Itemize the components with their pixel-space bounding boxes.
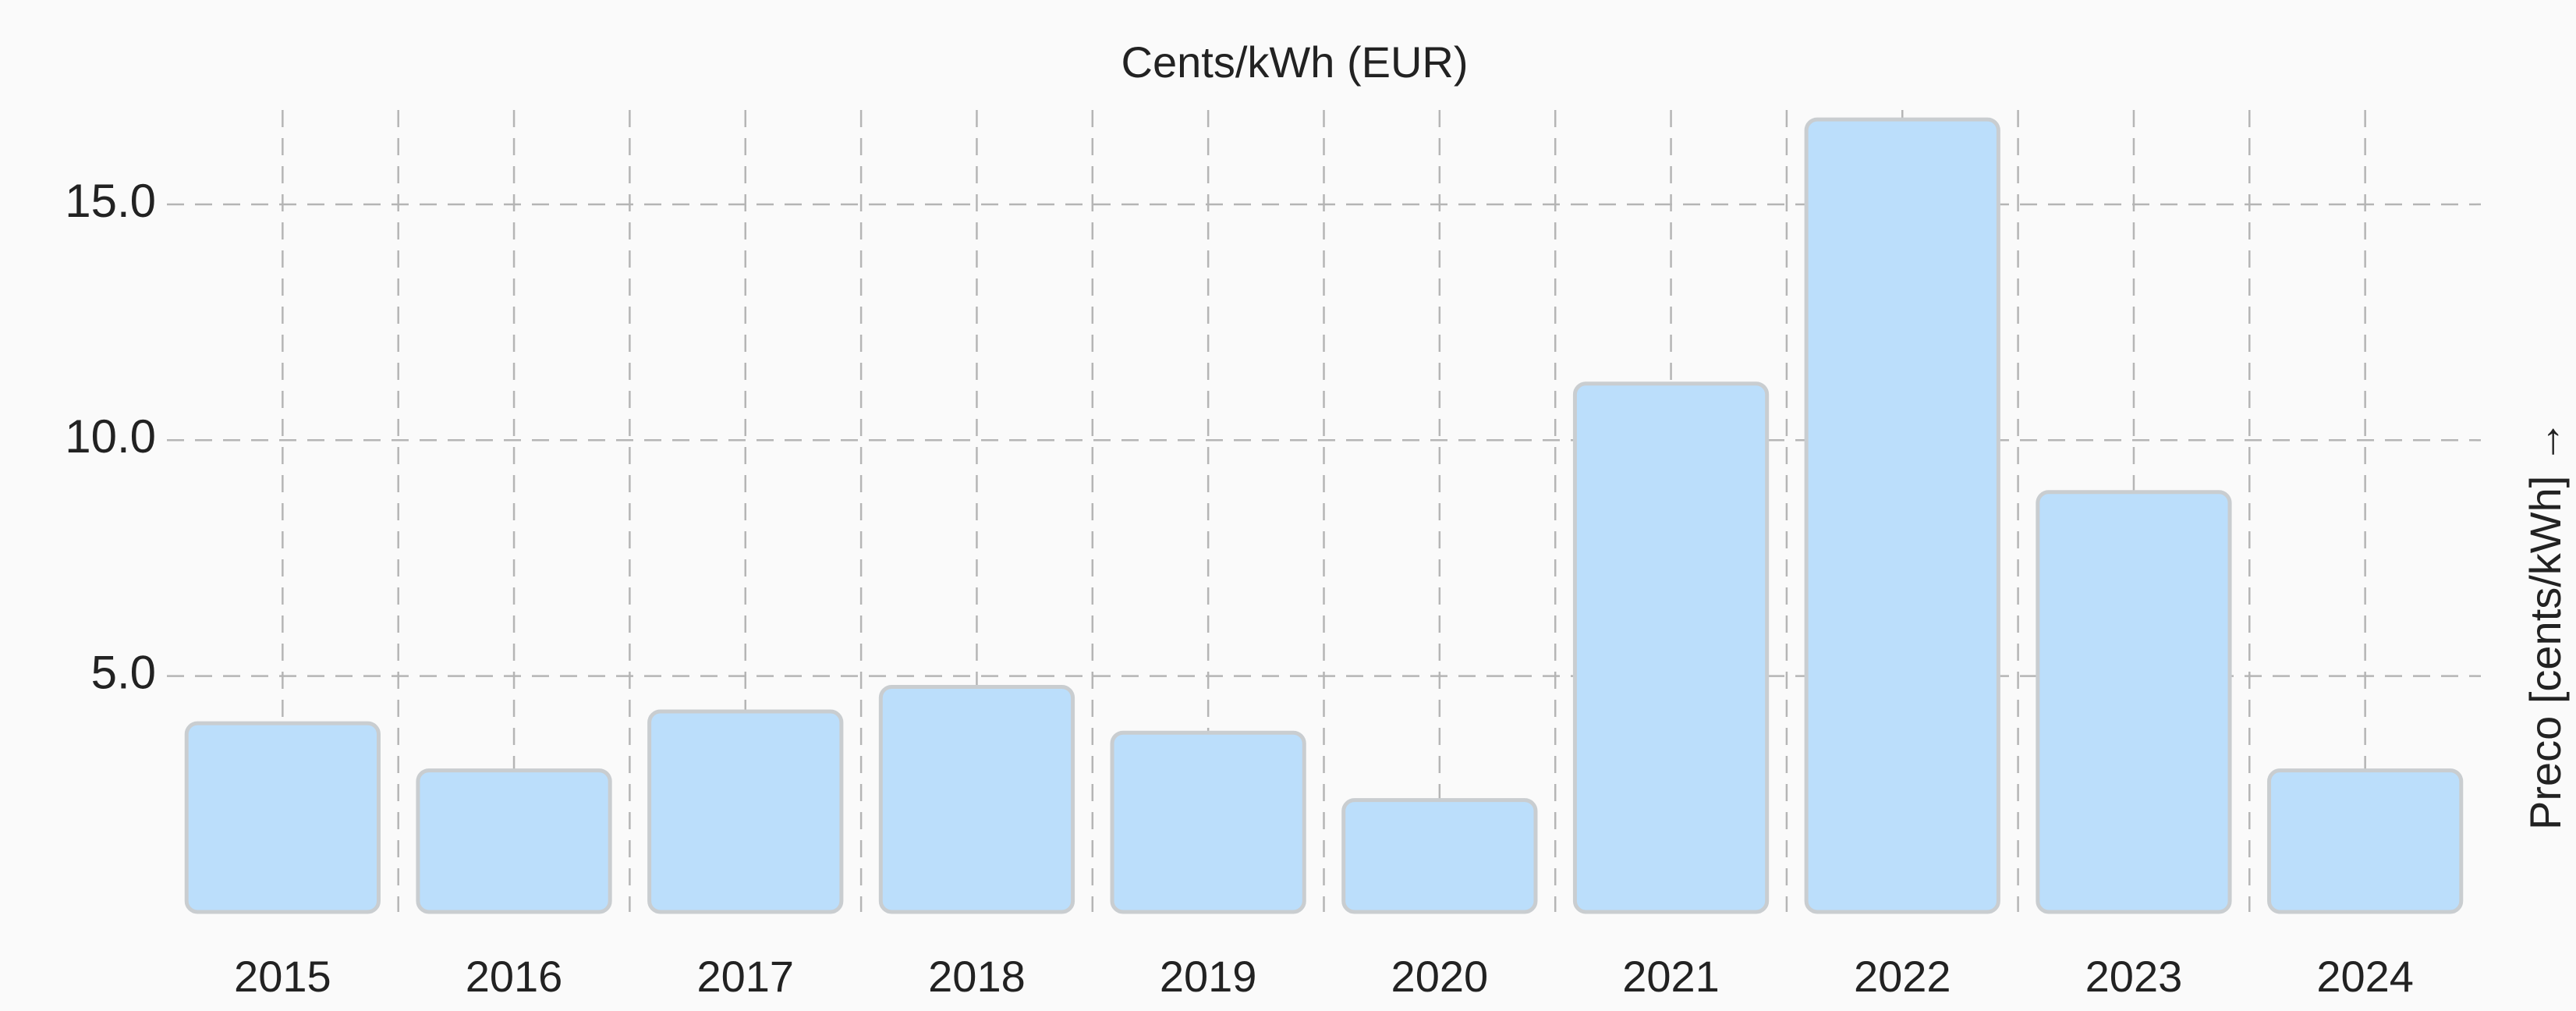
y-axis-label: Preco [cents/kWh] →: [2521, 420, 2570, 830]
bar: [1804, 117, 2000, 914]
x-tick-label: 2017: [696, 952, 794, 1001]
bar: [1110, 730, 1306, 914]
y-tick-label: 5.0: [91, 646, 156, 698]
x-tick-label: 2015: [234, 952, 331, 1001]
bar: [1341, 798, 1538, 914]
x-tick-label: 2019: [1160, 952, 1257, 1001]
x-tick-label: 2016: [466, 952, 563, 1001]
x-tick-label: 2021: [1622, 952, 1720, 1001]
x-tick-label: 2022: [1854, 952, 1951, 1001]
bar: [878, 685, 1075, 914]
bar: [416, 768, 612, 914]
y-tick-label: 15.0: [65, 175, 156, 227]
bar: [184, 721, 381, 914]
x-tick-label: 2020: [1391, 952, 1489, 1001]
x-tick-label: 2023: [2085, 952, 2183, 1001]
x-tick-label: 2024: [2316, 952, 2414, 1001]
chart-title: Cents/kWh (EUR): [1121, 37, 1469, 87]
bar: [1572, 381, 1770, 914]
y-tick-label: 10.0: [65, 410, 156, 463]
bar: [2036, 490, 2232, 914]
x-tick-label: 2018: [928, 952, 1026, 1001]
bar: [647, 709, 844, 914]
bar: [2267, 768, 2464, 914]
